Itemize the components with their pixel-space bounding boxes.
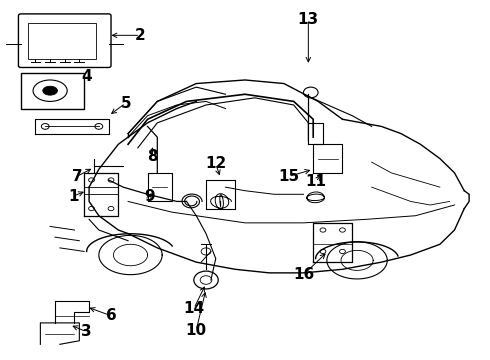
Circle shape [108, 178, 114, 182]
Ellipse shape [33, 80, 67, 102]
FancyBboxPatch shape [19, 14, 111, 67]
Text: 2: 2 [135, 28, 146, 43]
Circle shape [340, 228, 345, 232]
Circle shape [194, 271, 218, 289]
Circle shape [108, 206, 114, 211]
Circle shape [340, 249, 345, 253]
Circle shape [41, 123, 49, 129]
Circle shape [303, 87, 318, 98]
Text: 8: 8 [147, 149, 158, 164]
Text: 5: 5 [121, 96, 131, 111]
Text: 6: 6 [106, 308, 117, 323]
Text: 11: 11 [305, 174, 326, 189]
Circle shape [95, 123, 103, 129]
Text: 4: 4 [81, 69, 92, 84]
Circle shape [320, 249, 326, 253]
Text: 16: 16 [293, 267, 314, 282]
Text: 13: 13 [298, 12, 319, 27]
Text: 1: 1 [68, 189, 79, 203]
Circle shape [200, 276, 212, 284]
Text: 10: 10 [186, 323, 207, 338]
Text: 14: 14 [183, 301, 204, 316]
FancyBboxPatch shape [28, 23, 97, 59]
Text: 12: 12 [205, 157, 226, 171]
Circle shape [89, 206, 95, 211]
Text: 9: 9 [145, 189, 155, 203]
Text: 3: 3 [81, 324, 92, 339]
Ellipse shape [43, 86, 57, 95]
Circle shape [320, 228, 326, 232]
Circle shape [201, 248, 211, 255]
FancyBboxPatch shape [21, 73, 84, 109]
Text: 15: 15 [278, 169, 299, 184]
Text: 7: 7 [72, 169, 82, 184]
Circle shape [89, 178, 95, 182]
